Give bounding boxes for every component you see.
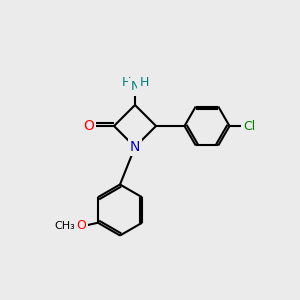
Text: CH₃: CH₃	[55, 221, 75, 231]
Text: N: N	[130, 140, 140, 154]
Text: H: H	[121, 76, 131, 89]
Text: O: O	[76, 219, 86, 232]
Text: Cl: Cl	[243, 119, 255, 133]
Text: N: N	[130, 80, 140, 94]
Text: H: H	[139, 76, 149, 89]
Text: O: O	[83, 119, 94, 133]
